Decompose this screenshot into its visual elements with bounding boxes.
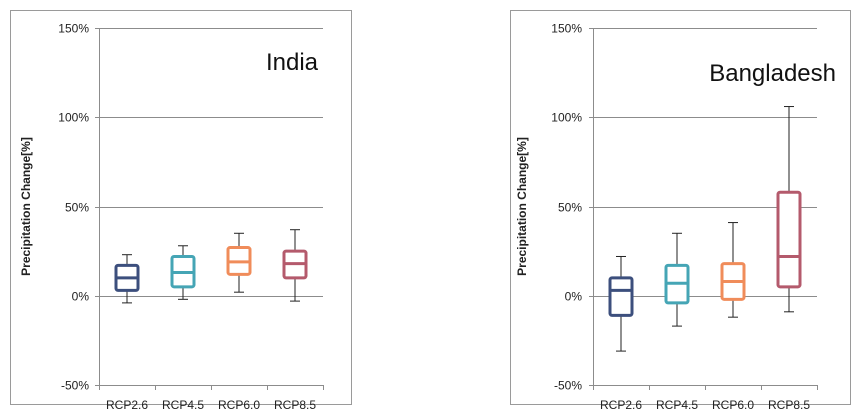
y-tick-label: 50% (65, 201, 89, 215)
box-RCP8.5 (282, 229, 308, 302)
x-tick-label: RCP8.5 (274, 398, 316, 412)
x-tick-label: RCP6.0 (218, 398, 260, 412)
x-tick-label: RCP4.5 (162, 398, 204, 412)
y-tick-label: 0% (72, 290, 90, 304)
x-tick-label: RCP8.5 (768, 398, 810, 412)
box-RCP6.0 (226, 232, 252, 293)
x-tick-label: RCP2.6 (106, 398, 148, 412)
chart-title: India (266, 49, 319, 76)
x-tick-label: RCP4.5 (656, 398, 698, 412)
y-tick-label: -50% (554, 379, 582, 393)
y-axis-title: Precipitation Change[%] (515, 137, 529, 276)
chart-title: Bangladesh (709, 60, 836, 87)
box-RCP2.6 (608, 255, 634, 352)
box-RCP2.6 (114, 254, 140, 304)
box-RCP8.5 (776, 106, 802, 313)
y-tick-label: 150% (58, 22, 89, 36)
y-tick-label: 150% (551, 22, 582, 36)
box-RCP4.5 (664, 232, 690, 327)
y-tick-label: 100% (58, 111, 89, 125)
y-tick-label: -50% (61, 379, 89, 393)
box-RCP6.0 (720, 222, 746, 318)
box-RCP4.5 (170, 245, 196, 300)
box-iqr (776, 190, 802, 289)
chart-frame (10, 10, 352, 405)
box-iqr (608, 276, 634, 317)
y-tick-label: 0% (565, 290, 583, 304)
y-tick-label: 100% (551, 111, 582, 125)
y-axis-title: Precipitation Change[%] (19, 137, 33, 276)
chart-0: -50% 0% 50% 100% 150% RCP2.6 RCP4.5 RCP6.0 RCP8.… (10, 10, 352, 412)
y-tick-label: 50% (558, 201, 582, 215)
chart-1: -50% 0% 50% 100% 150% RCP2.6 RCP4.5 RCP6.0 RCP8.… (510, 10, 851, 412)
x-tick-label: RCP6.0 (712, 398, 754, 412)
x-tick-label: RCP2.6 (600, 398, 642, 412)
